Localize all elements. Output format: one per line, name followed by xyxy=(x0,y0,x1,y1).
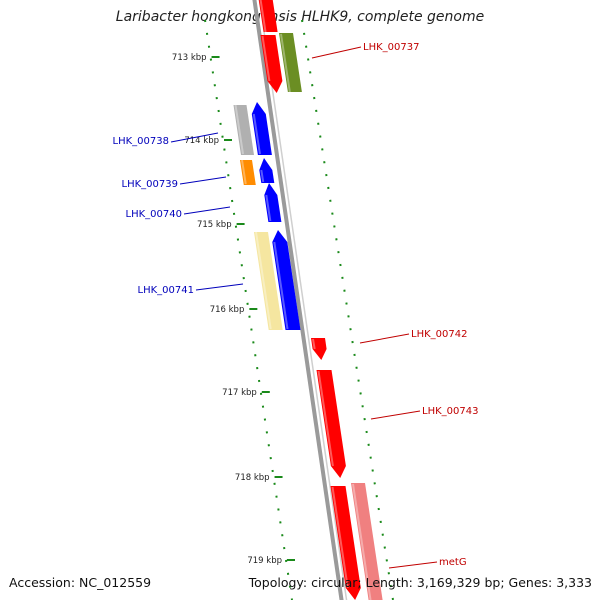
gene-labels: LHK_00737 LHK_00738 LHK_00739 LHK_00740 LHK_… xyxy=(113,42,478,569)
gene-lhk-00742-body xyxy=(311,338,327,360)
accession-label: Accession: NC_012559 xyxy=(9,575,152,590)
tick-label: 716 kbp xyxy=(210,305,245,315)
gene-lhk-00743 xyxy=(316,370,346,478)
gene-label-lhk-00743[interactable]: LHK_00743 xyxy=(370,406,478,420)
tick-label: 715 kbp xyxy=(197,220,232,230)
gene-metg-body xyxy=(330,486,361,600)
backbone-line xyxy=(252,0,344,600)
gene-lhk-00740-shine xyxy=(265,194,272,222)
leader-line xyxy=(370,410,421,420)
gene-label-lhk-00738[interactable]: LHK_00738 xyxy=(113,132,219,147)
gene-metg xyxy=(330,486,361,600)
gene-lhk-00738-gray xyxy=(233,104,254,155)
gene-label-metg[interactable]: metG xyxy=(388,557,467,569)
gene-lhk-00742-shine xyxy=(312,338,316,350)
gene-label-text: LHK_00741 xyxy=(138,285,194,296)
gene-label-lhk-00742[interactable]: LHK_00742 xyxy=(359,329,467,344)
gene-lhk-00737-olive-shine xyxy=(280,33,291,93)
topology-info: Topology: circular; Length: 3,169,329 bp… xyxy=(248,575,592,590)
gene-label-lhk-00737[interactable]: LHK_00737 xyxy=(311,42,419,59)
gene-lhk-00738-gray-body xyxy=(233,105,254,155)
gene-label-text: metG xyxy=(439,557,467,568)
gene-metg-shine xyxy=(331,486,349,589)
gene-lhk-00739-orange-body xyxy=(240,160,256,185)
gene-lhk-00743-shine xyxy=(317,370,334,467)
gene-metg-pink xyxy=(351,483,383,600)
gene-lhk-00739-orange xyxy=(240,159,256,185)
gene-top-red xyxy=(258,0,278,33)
gene-lhk-00740-body xyxy=(264,183,282,222)
leader-line xyxy=(183,206,231,215)
gene-label-lhk-00741[interactable]: LHK_00741 xyxy=(138,283,244,296)
leader-line xyxy=(311,46,362,59)
gene-label-text: LHK_00738 xyxy=(113,136,169,147)
gene-lhk-00741-yellow-body xyxy=(254,232,283,330)
gene-lhk-00739-body xyxy=(259,158,275,183)
gene-label-lhk-00739[interactable]: LHK_00739 xyxy=(122,176,227,190)
gene-lhk-00742 xyxy=(311,338,327,360)
gene-track xyxy=(233,0,383,600)
gene-lhk-00738-body xyxy=(251,102,272,155)
gene-lhk-00738-shine xyxy=(252,113,261,155)
gene-lhk-00740 xyxy=(264,183,282,222)
gene-lhk-00739-orange-shine xyxy=(241,159,247,185)
tick-label: 713 kbp xyxy=(172,53,207,63)
gene-lhk-00741-shine xyxy=(273,241,289,330)
gene-label-lhk-00740[interactable]: LHK_00740 xyxy=(126,206,231,220)
gene-label-text: LHK_00740 xyxy=(126,209,182,220)
backbone-highlight xyxy=(258,0,348,600)
tick-label: 718 kbp xyxy=(235,473,270,483)
tick-label: 714 kbp xyxy=(184,136,219,146)
leader-line xyxy=(388,561,438,569)
gene-lhk-00739 xyxy=(259,158,275,183)
gene-label-text: LHK_00737 xyxy=(363,42,419,53)
gene-top-red-shine xyxy=(259,0,267,33)
gene-lhk-00741-body xyxy=(272,230,301,330)
gene-label-text: LHK_00742 xyxy=(411,329,467,340)
gene-lhk-00738 xyxy=(251,102,272,155)
gene-lhk-00737-olive-body xyxy=(279,33,302,92)
gene-lhk-00741-yellow-shine xyxy=(255,231,272,330)
tick-track: 713 kbp 714 kbp 715 kbp 716 kbp 717 kbp 718 k… xyxy=(172,19,394,600)
leader-line xyxy=(170,132,219,143)
leader-line xyxy=(195,283,244,291)
leader-line xyxy=(359,333,410,344)
gene-top-red-body xyxy=(258,0,278,32)
backbone xyxy=(252,0,348,600)
gene-metg-pink-shine xyxy=(352,483,372,600)
tick-label: 719 kbp xyxy=(247,556,282,566)
tick-label: 717 kbp xyxy=(222,388,257,398)
gene-lhk-00738-gray-shine xyxy=(234,104,244,155)
gene-lhk-00737 xyxy=(260,35,283,93)
gene-lhk-00737-olive xyxy=(279,33,302,93)
leader-line xyxy=(179,176,227,185)
gene-lhk-00737-body xyxy=(260,35,283,93)
gene-lhk-00743-body xyxy=(316,370,346,478)
gene-lhk-00741 xyxy=(272,230,301,330)
map-title: Laribacter hongkongensis HLHK9, complete… xyxy=(115,9,485,25)
gene-lhk-00739-shine xyxy=(260,169,265,183)
gene-label-text: LHK_00739 xyxy=(122,179,178,190)
gene-label-text: LHK_00743 xyxy=(422,406,478,417)
gene-metg-pink-body xyxy=(351,483,383,600)
gene-lhk-00741-yellow xyxy=(254,231,283,330)
gene-lhk-00737-shine xyxy=(261,35,271,82)
